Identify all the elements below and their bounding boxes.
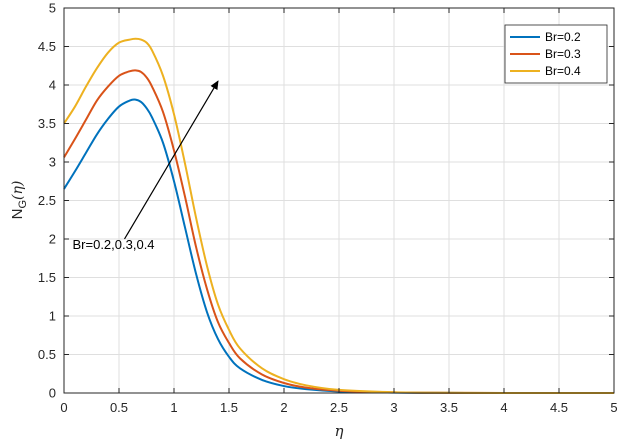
x-tick-label: 1 — [170, 400, 177, 415]
annotation-arrow — [123, 80, 219, 240]
x-tick-label: 4.5 — [550, 400, 568, 415]
y-tick-label: 2.5 — [38, 193, 56, 208]
y-tick-label: 0.5 — [38, 347, 56, 362]
y-tick-label: 1.5 — [38, 270, 56, 285]
y-tick-label: 0 — [49, 386, 56, 401]
y-tick-label: 3.5 — [38, 116, 56, 131]
x-tick-label: 0.5 — [110, 400, 128, 415]
y-axis-label: NG(η) — [9, 181, 29, 220]
ticks — [63, 7, 615, 394]
y-tick-labels: 0 0.5 1 1.5 2 2.5 3 3.5 4 4.5 5 — [38, 1, 56, 401]
y-tick-label: 4.5 — [38, 39, 56, 54]
y-tick-label: 3 — [49, 155, 56, 170]
annotation-text: Br=0.2,0.3,0.4 — [73, 237, 155, 252]
x-tick-label: 1.5 — [220, 400, 238, 415]
x-tick-label: 4 — [500, 400, 507, 415]
y-tick-label: 4 — [49, 78, 56, 93]
y-tick-label: 1 — [49, 309, 56, 324]
annotation: Br=0.2,0.3,0.4 — [73, 80, 219, 252]
x-tick-label: 5 — [610, 400, 617, 415]
x-tick-label: 2.5 — [330, 400, 348, 415]
legend-label-3: Br=0.4 — [545, 64, 581, 78]
svg-text:NG(η): NG(η) — [9, 181, 29, 220]
y-tick-label: 5 — [49, 1, 56, 16]
y-axis-label-main: N — [9, 209, 26, 220]
x-axis-label: η — [335, 422, 344, 440]
legend-label-1: Br=0.2 — [545, 30, 581, 44]
x-tick-labels: 0 0.5 1 1.5 2 2.5 3 3.5 4 4.5 5 — [60, 400, 617, 415]
y-axis-label-rest: (η) — [10, 181, 26, 200]
legend-label-2: Br=0.3 — [545, 47, 581, 61]
x-tick-label: 3 — [390, 400, 397, 415]
legend: Br=0.2 Br=0.3 Br=0.4 — [504, 24, 608, 84]
y-tick-label: 2 — [49, 232, 56, 247]
y-axis-label-sub: G — [17, 200, 29, 209]
x-tick-label: 2 — [280, 400, 287, 415]
x-tick-label: 0 — [60, 400, 67, 415]
x-tick-label: 3.5 — [440, 400, 458, 415]
